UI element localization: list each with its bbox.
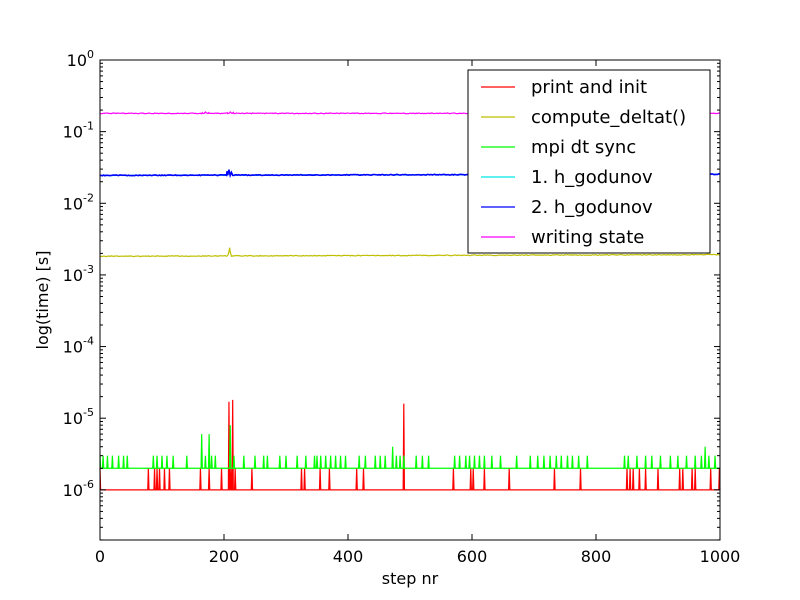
y-tick-label: 100 xyxy=(67,48,94,70)
y-axis-label: log(time) [s] xyxy=(33,251,52,350)
legend-label: 1. h_godunov xyxy=(531,167,653,188)
x-tick-label: 0 xyxy=(95,547,105,566)
y-tick-exponent: -6 xyxy=(83,478,94,491)
x-tick-label: 1000 xyxy=(700,547,741,566)
y-tick-exponent: -1 xyxy=(83,120,94,133)
y-tick-exponent: -3 xyxy=(83,263,94,276)
legend-label: print and init xyxy=(531,77,647,98)
axis-ticks: 0 200 400 600 800 100010010-110-210-310-410-5… xyxy=(63,48,741,566)
y-tick-base: 10 xyxy=(63,123,83,142)
series-line-2 xyxy=(99,425,720,469)
y-tick-label: 10-3 xyxy=(63,263,94,285)
y-tick-base: 10 xyxy=(63,266,83,285)
legend-label: compute_deltat() xyxy=(531,107,686,128)
y-tick-base: 10 xyxy=(67,51,87,70)
plot-lines xyxy=(99,111,721,491)
y-tick-exponent: -5 xyxy=(83,406,94,419)
y-tick-label: 10-1 xyxy=(63,120,94,142)
series-line-0 xyxy=(99,399,721,491)
x-tick-label: 200 xyxy=(209,547,240,566)
y-tick-exponent: -4 xyxy=(83,335,94,348)
y-tick-base: 10 xyxy=(63,194,83,213)
legend-label: 2. h_godunov xyxy=(531,197,653,218)
y-tick-label: 10-6 xyxy=(63,478,94,500)
x-tick-label: 600 xyxy=(457,547,488,566)
x-tick-label: 800 xyxy=(581,547,612,566)
y-tick-base: 10 xyxy=(63,409,83,428)
y-tick-exponent: -2 xyxy=(83,191,94,204)
y-tick-label: 10-4 xyxy=(63,335,94,357)
x-axis-label: step nr xyxy=(382,569,439,588)
legend-label: writing state xyxy=(531,227,644,248)
y-tick-base: 10 xyxy=(63,481,83,500)
legend-label: mpi dt sync xyxy=(531,137,636,158)
plot-frame xyxy=(99,59,721,541)
y-tick-label: 10-2 xyxy=(63,191,94,213)
legend-box xyxy=(467,69,711,254)
series-line-1 xyxy=(99,247,721,258)
legend: print and init compute_deltat()mpi dt syn… xyxy=(467,69,711,254)
y-tick-label: 10-5 xyxy=(63,406,94,428)
y-tick-base: 10 xyxy=(63,338,83,357)
x-tick-label: 400 xyxy=(333,547,364,566)
y-tick-exponent: 0 xyxy=(87,48,94,61)
